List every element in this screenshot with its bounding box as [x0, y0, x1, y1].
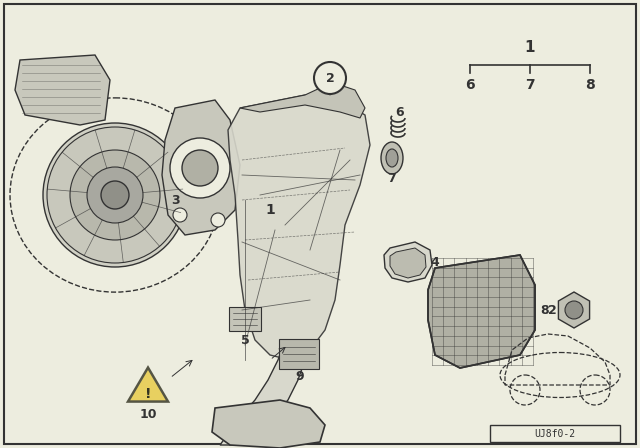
Bar [490, 425, 620, 442]
Text: 2: 2 [326, 72, 334, 85]
Text: 10: 10 [140, 409, 157, 422]
Text: 1: 1 [265, 203, 275, 217]
Polygon shape [128, 367, 168, 401]
Text: 9: 9 [296, 370, 304, 383]
Polygon shape [228, 95, 370, 360]
Text: 7: 7 [525, 78, 535, 92]
Circle shape [47, 127, 183, 263]
Text: 2: 2 [548, 303, 556, 316]
Text: 8: 8 [585, 78, 595, 92]
Polygon shape [220, 340, 310, 445]
Polygon shape [162, 100, 240, 235]
Polygon shape [428, 255, 535, 368]
FancyBboxPatch shape [279, 339, 319, 369]
Text: 4: 4 [431, 257, 440, 270]
Text: UJ8f0-2: UJ8f0-2 [534, 429, 575, 439]
Text: 5: 5 [241, 333, 250, 346]
Ellipse shape [386, 149, 398, 167]
Ellipse shape [381, 142, 403, 174]
Polygon shape [390, 248, 426, 278]
Circle shape [565, 301, 583, 319]
Circle shape [182, 150, 218, 186]
Circle shape [173, 208, 187, 222]
Circle shape [87, 167, 143, 223]
Circle shape [170, 138, 230, 198]
Text: !: ! [145, 387, 151, 401]
Circle shape [43, 123, 187, 267]
Polygon shape [15, 55, 110, 125]
Polygon shape [384, 242, 432, 282]
Text: 8: 8 [540, 303, 548, 316]
Polygon shape [559, 292, 589, 328]
Circle shape [70, 150, 160, 240]
FancyBboxPatch shape [229, 307, 261, 331]
Circle shape [211, 213, 225, 227]
Text: 6: 6 [465, 78, 475, 92]
Circle shape [314, 62, 346, 94]
Text: 7: 7 [388, 172, 396, 185]
Text: 6: 6 [396, 107, 404, 120]
Circle shape [101, 181, 129, 209]
Text: 3: 3 [171, 194, 179, 207]
Text: 1: 1 [525, 40, 535, 56]
Polygon shape [240, 85, 365, 118]
Polygon shape [212, 400, 325, 448]
